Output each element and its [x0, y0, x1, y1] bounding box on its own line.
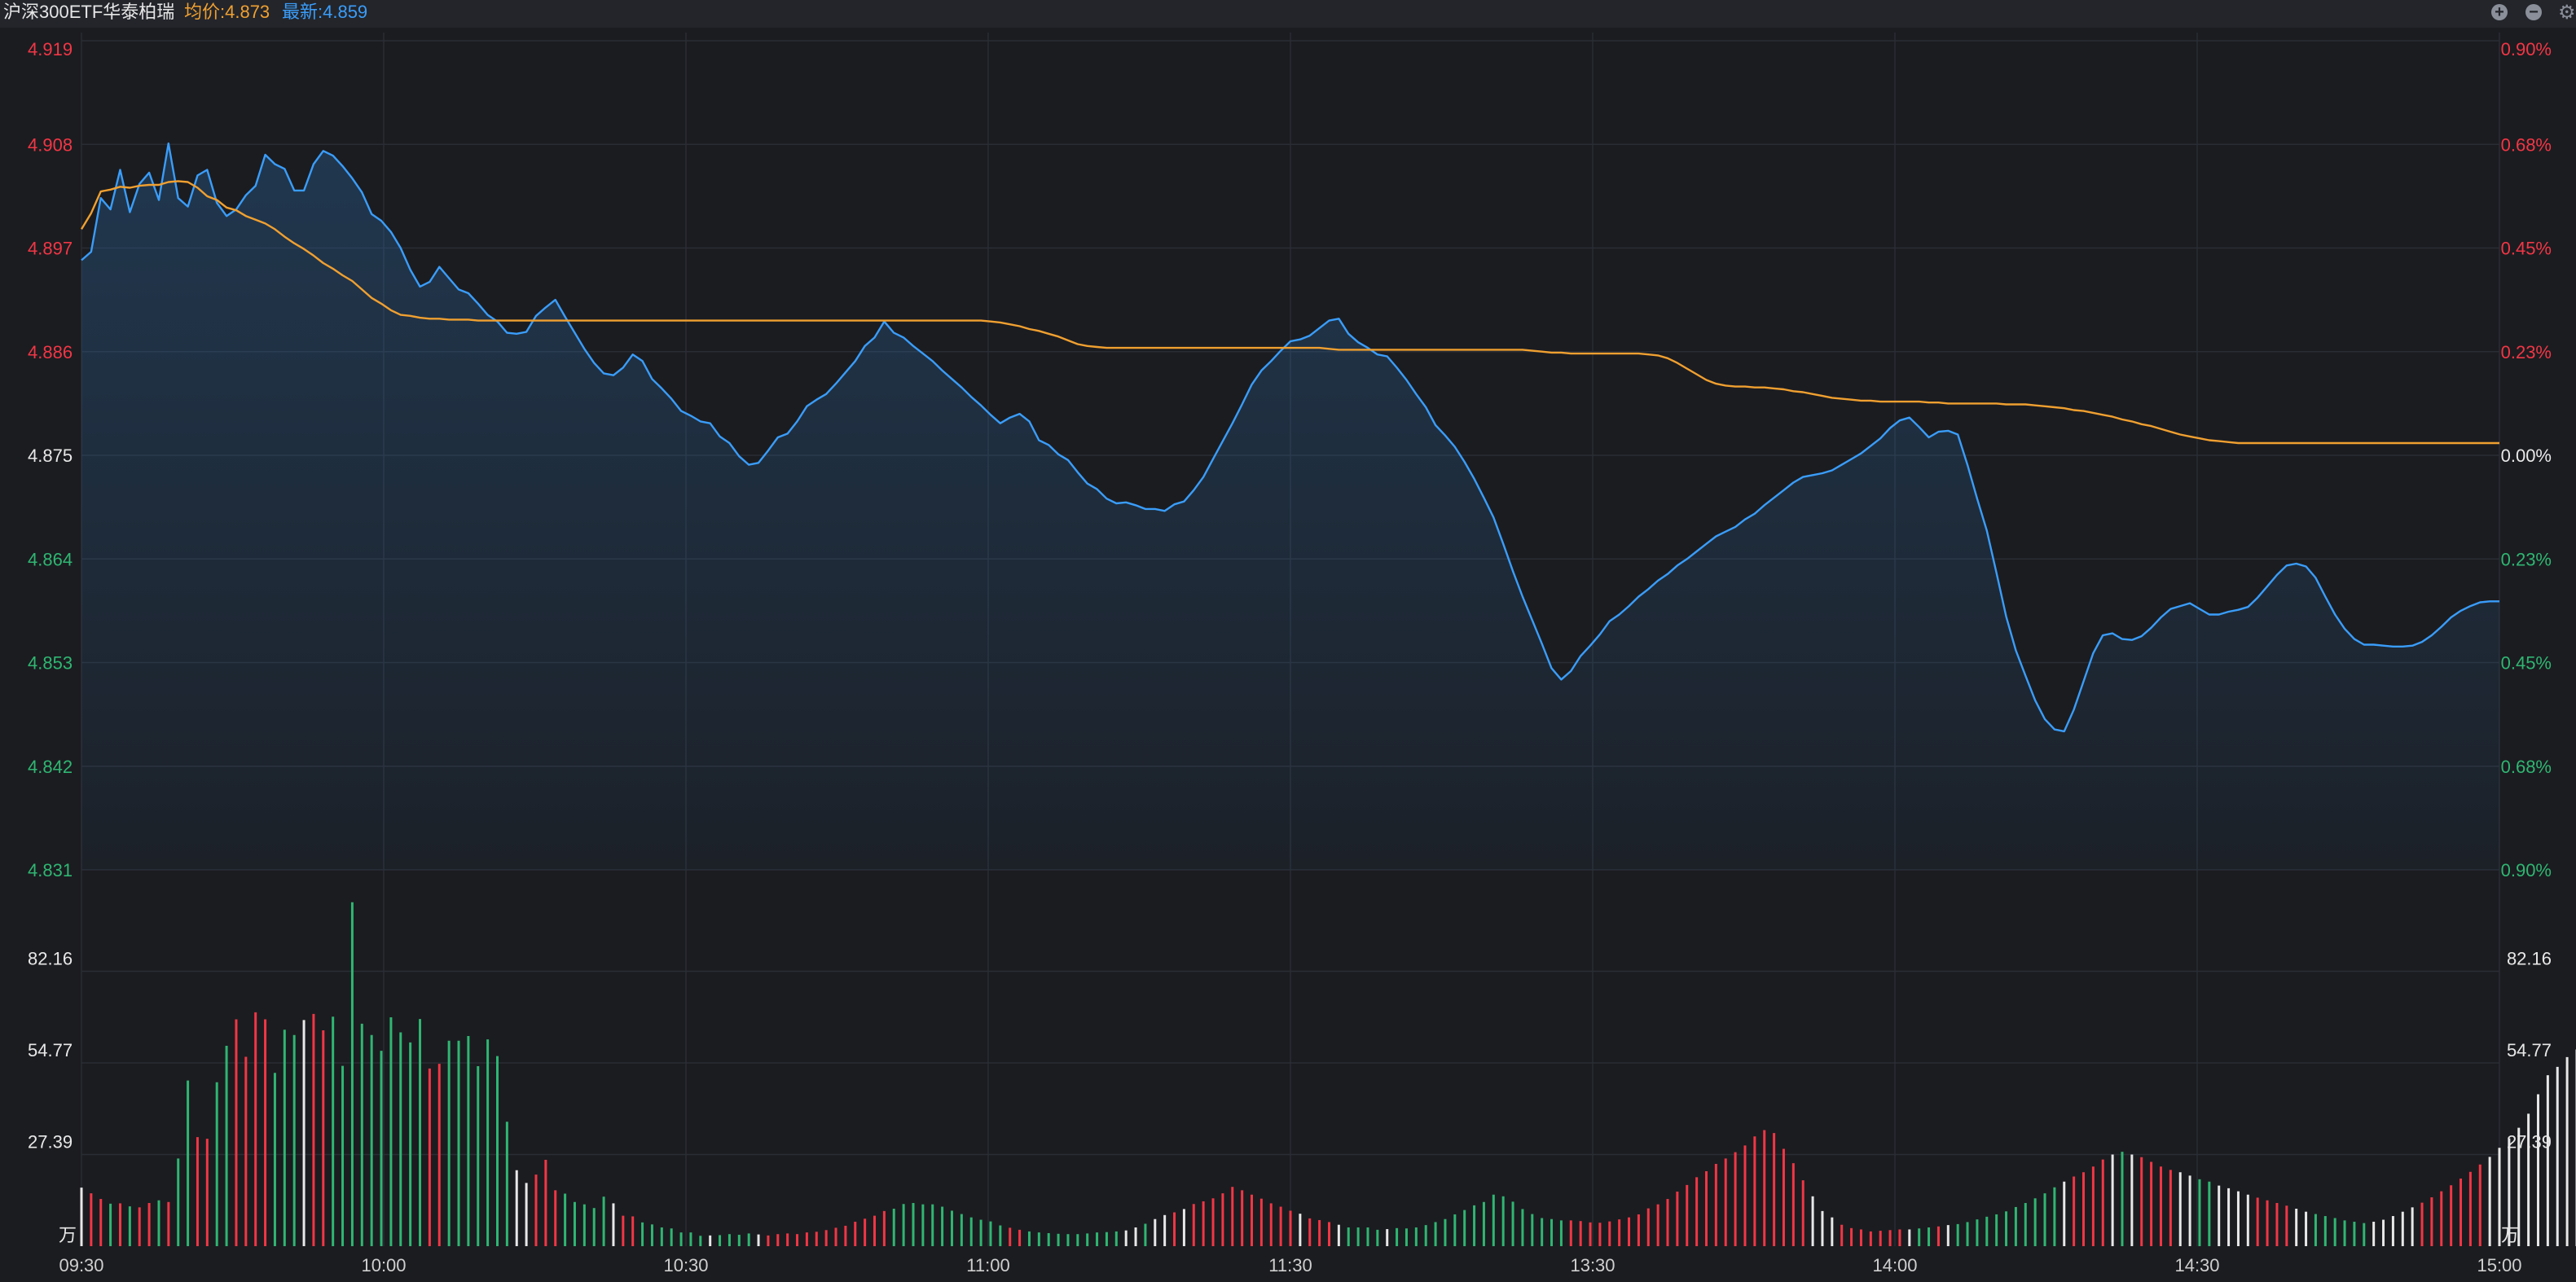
time-axis-label: 10:00: [361, 1255, 406, 1275]
time-axis-label: 10:30: [663, 1255, 708, 1275]
volume-axis-label-right: 27.39: [2507, 1131, 2552, 1152]
percent-axis-label: 0.90%: [2501, 39, 2552, 59]
price-axis-label: 4.853: [28, 653, 73, 674]
latest-price-label: 最新:4.859: [282, 2, 368, 22]
price-axis-label: 4.908: [28, 134, 73, 155]
price-axis-label: 4.919: [28, 39, 73, 59]
security-title: 沪深300ETF华泰柏瑞: [3, 2, 175, 22]
percent-axis-label: 0.68%: [2501, 757, 2552, 777]
percent-axis-label: 0.90%: [2501, 860, 2552, 880]
percent-axis-label: 0.23%: [2501, 342, 2552, 362]
zoom-in-icon[interactable]: +: [2491, 4, 2508, 20]
volume-axis-label-right: 82.16: [2507, 949, 2552, 969]
percent-axis-label: 0.45%: [2501, 653, 2552, 674]
volume-axis-label: 54.77: [28, 1040, 73, 1060]
time-axis-label: 14:00: [1872, 1255, 1917, 1275]
average-price-label: 均价:4.873: [184, 2, 270, 22]
zoom-out-icon[interactable]: −: [2525, 4, 2542, 20]
volume-unit-label-right: 万: [2501, 1225, 2519, 1245]
volume-axis-label: 27.39: [28, 1131, 73, 1152]
average-price-line: [80, 180, 2499, 445]
time-axis-label: 15:00: [2477, 1255, 2521, 1275]
percent-axis-label: 0.68%: [2501, 134, 2552, 155]
price-axis-label: 4.831: [28, 860, 73, 880]
volume-unit-label: 万: [59, 1225, 77, 1245]
volume-axis-label-right: 54.77: [2507, 1040, 2552, 1060]
time-axis-label: 14:30: [2174, 1255, 2219, 1275]
price-axis-label: 4.886: [28, 342, 73, 362]
gear-icon[interactable]: ⚙: [2558, 2, 2576, 24]
price-axis-label: 4.864: [28, 549, 73, 569]
time-axis-label: 09:30: [59, 1255, 103, 1275]
price-axis-label: 4.897: [28, 239, 73, 259]
percent-axis-label: 0.45%: [2501, 239, 2552, 259]
time-axis-label: 11:00: [966, 1255, 1009, 1275]
percent-axis-label: 0.00%: [2501, 446, 2552, 466]
top-bar: 沪深300ETF华泰柏瑞 均价:4.873 最新:4.859 + − ⚙: [0, 0, 2576, 28]
volume-axis-label: 82.16: [28, 949, 73, 969]
percent-axis-label: 0.23%: [2501, 549, 2552, 569]
price-line: [81, 142, 2499, 733]
price-axis-label: 4.875: [28, 446, 73, 466]
price-axis-label: 4.842: [28, 757, 73, 777]
time-axis-label: 11:30: [1268, 1255, 1312, 1275]
price-area-fill: [81, 143, 2499, 871]
time-axis-label: 13:30: [1570, 1255, 1615, 1275]
